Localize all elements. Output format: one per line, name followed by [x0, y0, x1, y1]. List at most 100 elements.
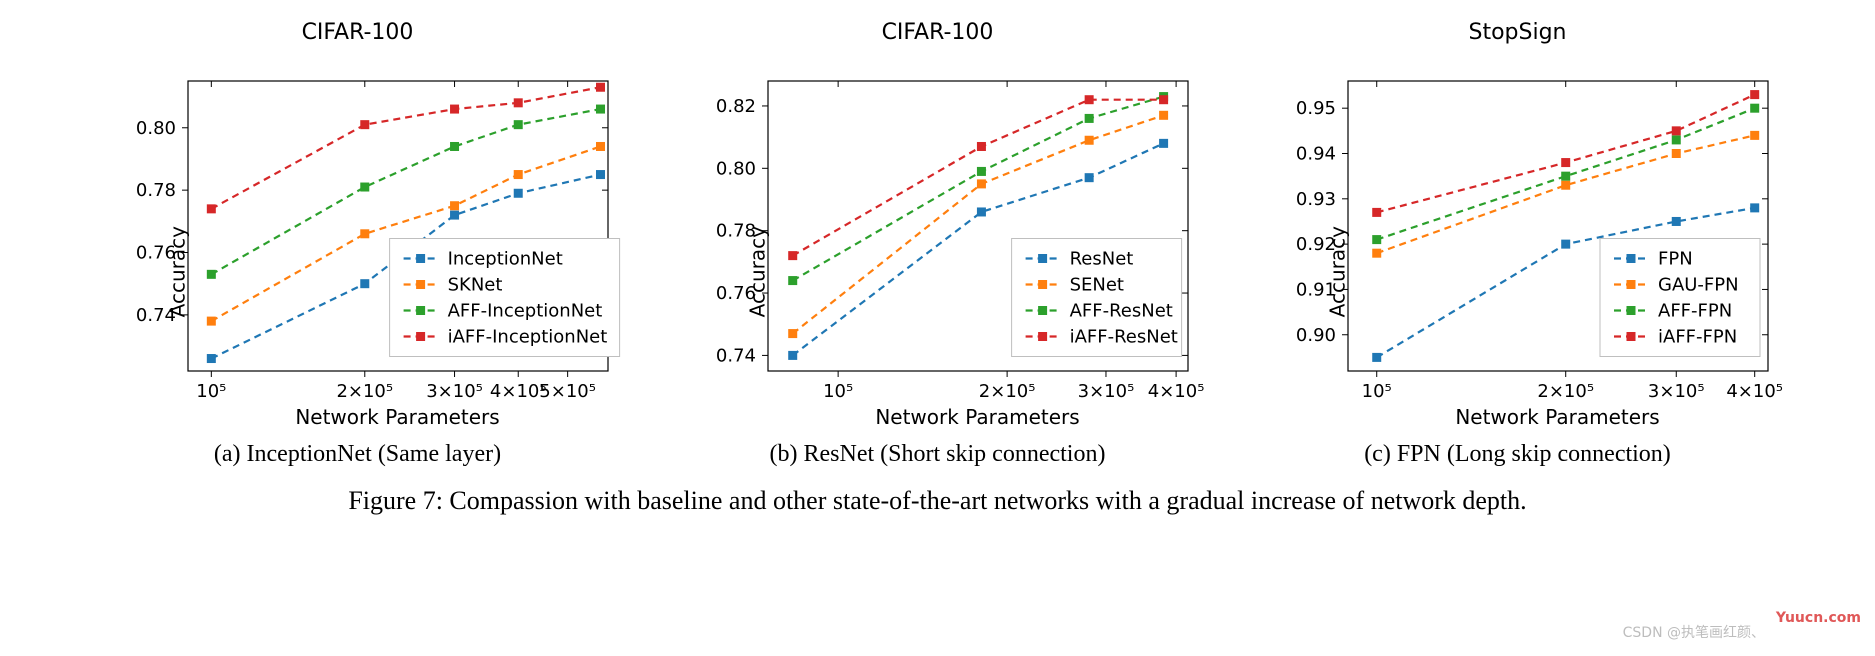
legend-label: AFF-FPN [1658, 301, 1732, 322]
chart-panel-c: StopSign0.900.910.920.930.940.9510⁵2×10⁵… [1248, 20, 1788, 468]
series-marker [450, 201, 459, 210]
series-marker [788, 251, 797, 260]
series-marker [1750, 104, 1759, 113]
legend-label: iAFF-ResNet [1069, 327, 1177, 348]
x-tick-label: 10⁵ [196, 381, 226, 402]
y-tick-label: 0.74 [715, 345, 755, 366]
series-marker [1561, 158, 1570, 167]
series-marker [1750, 203, 1759, 212]
legend-label: ResNet [1069, 249, 1133, 270]
legend-label: iAFF-FPN [1658, 327, 1737, 348]
series-marker [1750, 90, 1759, 99]
series-marker [595, 170, 604, 179]
series-marker [206, 317, 215, 326]
series-marker [360, 279, 369, 288]
series-marker [360, 183, 369, 192]
series-marker [206, 354, 215, 363]
series-marker [788, 329, 797, 338]
series-marker [976, 142, 985, 151]
legend-label: InceptionNet [447, 249, 562, 270]
x-axis-label: Network Parameters [1455, 405, 1659, 429]
series-marker [788, 351, 797, 360]
x-tick-label: 4×10⁵ [489, 381, 546, 402]
subcaption: (a) InceptionNet (Same layer) [214, 441, 501, 468]
subcaption: (b) ResNet (Short skip connection) [770, 441, 1106, 468]
y-tick-label: 0.93 [1295, 189, 1335, 210]
x-tick-label: 3×10⁵ [1647, 381, 1704, 402]
series-marker [360, 229, 369, 238]
plot-box: 0.900.910.920.930.940.9510⁵2×10⁵3×10⁵4×1… [1248, 51, 1788, 431]
plot-box: 0.740.760.780.8010⁵2×10⁵3×10⁵4×10⁵5×10⁵I… [88, 51, 628, 431]
legend-marker-icon [1626, 254, 1635, 263]
legend-label: SENet [1069, 275, 1123, 296]
series-line [1376, 95, 1754, 213]
series-marker [1671, 135, 1680, 144]
series-marker [976, 167, 985, 176]
legend-label: iAFF-InceptionNet [447, 327, 607, 348]
x-tick-label: 3×10⁵ [1077, 381, 1134, 402]
x-tick-label: 10⁵ [823, 381, 853, 402]
series-marker [1561, 181, 1570, 190]
series-marker [1084, 114, 1093, 123]
figure-caption: Figure 7: Compassion with baseline and o… [0, 486, 1875, 516]
series-marker [1372, 235, 1381, 244]
series-marker [206, 204, 215, 213]
legend-label: SKNet [447, 275, 502, 296]
series-marker [513, 189, 522, 198]
series-line [792, 100, 1163, 256]
x-tick-label: 4×10⁵ [1726, 381, 1783, 402]
x-tick-label: 2×10⁵ [336, 381, 393, 402]
series-marker [1671, 149, 1680, 158]
plot-box: 0.740.760.780.800.8210⁵2×10⁵3×10⁵4×10⁵Re… [668, 51, 1208, 431]
series-marker [595, 142, 604, 151]
legend-label: AFF-ResNet [1069, 301, 1172, 322]
series-marker [450, 105, 459, 114]
y-axis-label: Accuracy [1325, 226, 1349, 317]
series-marker [595, 83, 604, 92]
panels-row: CIFAR-1000.740.760.780.8010⁵2×10⁵3×10⁵4×… [88, 20, 1788, 468]
chart-title: CIFAR-100 [302, 20, 414, 45]
x-tick-label: 2×10⁵ [978, 381, 1035, 402]
series-marker [1159, 111, 1168, 120]
figure-container: CIFAR-1000.740.760.780.8010⁵2×10⁵3×10⁵4×… [0, 0, 1875, 516]
legend-marker-icon [1038, 254, 1047, 263]
chart-panel-a: CIFAR-1000.740.760.780.8010⁵2×10⁵3×10⁵4×… [88, 20, 628, 468]
legend-marker-icon [1038, 306, 1047, 315]
series-marker [1372, 353, 1381, 362]
series-marker [206, 270, 215, 279]
legend-marker-icon [1626, 306, 1635, 315]
y-axis-label: Accuracy [745, 226, 769, 317]
series-marker [1084, 173, 1093, 182]
series-marker [1372, 249, 1381, 258]
watermark-csdn: CSDN @执笔画红颜、 [1623, 622, 1765, 642]
legend-label: GAU-FPN [1658, 275, 1739, 296]
series-marker [1159, 95, 1168, 104]
legend-marker-icon [416, 280, 425, 289]
x-axis-label: Network Parameters [295, 405, 499, 429]
series-marker [1671, 126, 1680, 135]
series-marker [1372, 208, 1381, 217]
y-tick-label: 0.82 [715, 96, 755, 117]
series-marker [360, 120, 369, 129]
legend-marker-icon [1038, 332, 1047, 341]
series-marker [513, 170, 522, 179]
series-line [211, 87, 600, 209]
legend-label: FPN [1658, 249, 1693, 270]
series-marker [513, 98, 522, 107]
series-marker [1671, 217, 1680, 226]
watermark-yuucn: Yuucn.com [1776, 610, 1861, 626]
subcaption: (c) FPN (Long skip connection) [1364, 441, 1671, 468]
y-axis-label: Accuracy [165, 226, 189, 317]
x-tick-label: 3×10⁵ [426, 381, 483, 402]
series-marker [450, 211, 459, 220]
legend-label: AFF-InceptionNet [447, 301, 602, 322]
x-tick-label: 2×10⁵ [1537, 381, 1594, 402]
legend-marker-icon [416, 332, 425, 341]
x-tick-label: 5×10⁵ [539, 381, 596, 402]
series-line [1376, 135, 1754, 253]
series-marker [595, 105, 604, 114]
series-marker [976, 207, 985, 216]
series-marker [788, 276, 797, 285]
legend-marker-icon [1626, 280, 1635, 289]
y-tick-label: 0.78 [135, 180, 175, 201]
